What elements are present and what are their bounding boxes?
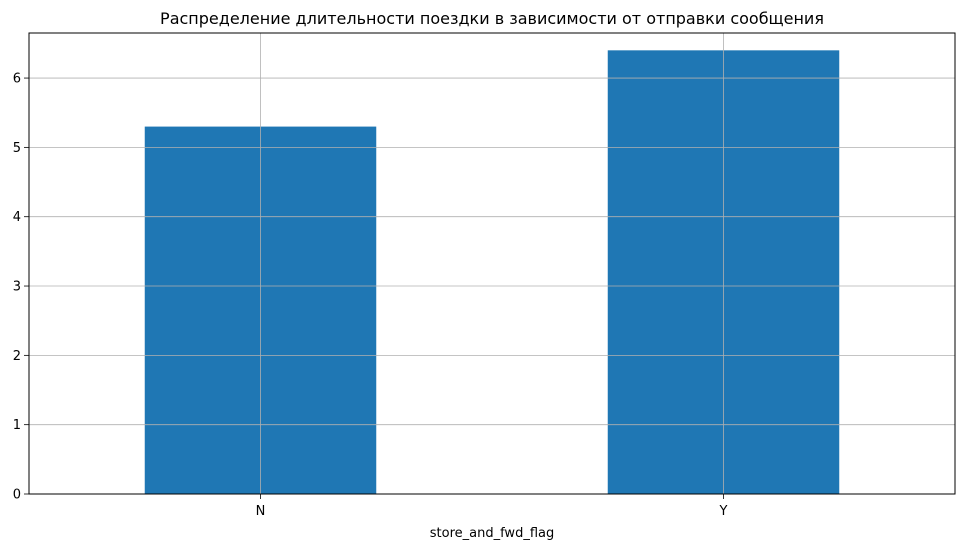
y-tick-label: 6 bbox=[13, 72, 21, 87]
y-axis-ticks: 0 1 2 3 4 5 6 bbox=[13, 72, 29, 503]
y-tick-label: 2 bbox=[13, 349, 21, 364]
x-axis-label: store_and_fwd_flag bbox=[430, 526, 554, 541]
y-tick-label: 4 bbox=[13, 210, 21, 225]
y-tick-label: 5 bbox=[13, 141, 21, 156]
y-tick-label: 3 bbox=[13, 280, 21, 295]
x-tick-label: Y bbox=[719, 504, 728, 519]
plot-frame bbox=[28, 32, 956, 495]
y-tick-label: 0 bbox=[13, 488, 21, 503]
y-tick-label: 1 bbox=[13, 418, 21, 433]
x-tick-label: N bbox=[256, 504, 266, 519]
chart-title: Распределение длительности поездки в зав… bbox=[160, 9, 824, 28]
